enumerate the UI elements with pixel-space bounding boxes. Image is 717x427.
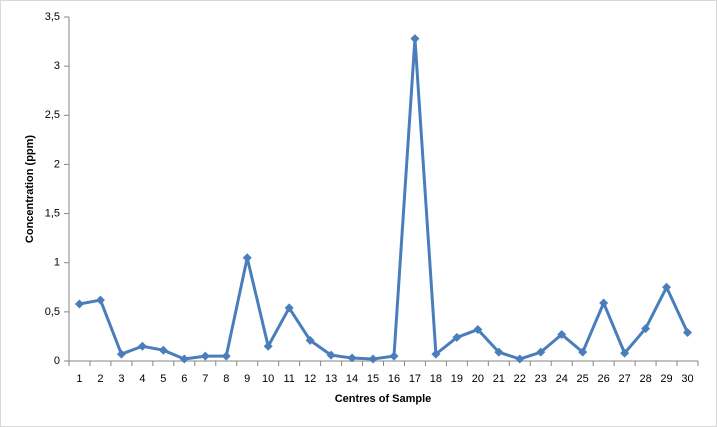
x-tick-label: 5 <box>160 373 166 385</box>
series-line <box>79 37 689 361</box>
x-tick-label: 1 <box>76 373 82 385</box>
x-tick-label: 28 <box>639 373 651 385</box>
x-tick-label: 29 <box>660 373 672 385</box>
data-point <box>494 347 504 357</box>
data-point <box>473 325 483 335</box>
data-point <box>515 354 525 364</box>
data-point <box>599 298 609 308</box>
x-tick-label: 14 <box>346 373 358 385</box>
data-point <box>431 349 441 359</box>
x-tick-label: 22 <box>514 373 526 385</box>
y-axis-title: Concentration (ppm) <box>24 135 36 243</box>
x-tick-label: 8 <box>223 373 229 385</box>
x-tick-label: 3 <box>118 373 124 385</box>
x-tick-label: 27 <box>618 373 630 385</box>
y-tick-label: 0,5 <box>45 306 60 318</box>
data-point <box>641 324 651 334</box>
y-tick-label: 3,5 <box>45 11 60 23</box>
x-tick-label: 19 <box>451 373 463 385</box>
data-point <box>683 327 693 337</box>
data-point <box>368 354 378 364</box>
data-point <box>137 341 147 351</box>
data-point <box>284 303 294 313</box>
x-tick-label: 6 <box>181 373 187 385</box>
data-point <box>620 348 630 358</box>
x-tick-label: 17 <box>409 373 421 385</box>
x-tick-label: 16 <box>388 373 400 385</box>
x-tick-label: 30 <box>681 373 693 385</box>
y-tick-label: 1 <box>54 257 60 269</box>
data-point <box>200 351 210 361</box>
y-tick-label: 1,5 <box>45 207 60 219</box>
data-point <box>578 347 588 357</box>
x-tick-label: 11 <box>283 373 294 385</box>
x-tick-label: 20 <box>472 373 484 385</box>
data-point <box>326 350 336 360</box>
x-tick-label: 4 <box>139 373 145 385</box>
data-point <box>221 351 231 361</box>
data-point <box>347 353 357 363</box>
x-tick-label: 24 <box>556 373 568 385</box>
data-point <box>116 349 126 359</box>
x-axis-title: Centres of Sample <box>335 393 432 405</box>
x-tick-label: 13 <box>325 373 337 385</box>
x-tick-label: 18 <box>430 373 442 385</box>
data-point <box>389 351 399 361</box>
data-point <box>536 347 546 357</box>
data-point <box>662 282 672 292</box>
data-point <box>158 345 168 355</box>
data-point <box>242 253 252 263</box>
data-point <box>305 335 315 345</box>
y-tick-label: 2 <box>54 158 60 170</box>
data-point <box>452 332 462 342</box>
x-tick-label: 26 <box>598 373 610 385</box>
data-point <box>95 295 105 305</box>
y-tick-label: 3 <box>54 60 60 72</box>
x-tick-label: 15 <box>367 373 379 385</box>
x-tick-label: 10 <box>262 373 274 385</box>
data-point <box>410 34 420 44</box>
x-tick-label: 25 <box>577 373 589 385</box>
data-point <box>179 354 189 364</box>
y-tick-label: 2,5 <box>45 109 60 121</box>
y-tick-label: 0 <box>54 355 60 367</box>
data-point <box>557 329 567 339</box>
data-point <box>263 341 273 351</box>
x-tick-label: 21 <box>493 373 505 385</box>
x-tick-label: 7 <box>202 373 208 385</box>
x-tick-label: 23 <box>535 373 547 385</box>
x-tick-label: 2 <box>97 373 103 385</box>
x-tick-label: 12 <box>304 373 316 385</box>
x-tick-label: 9 <box>244 373 250 385</box>
data-point <box>74 299 84 309</box>
